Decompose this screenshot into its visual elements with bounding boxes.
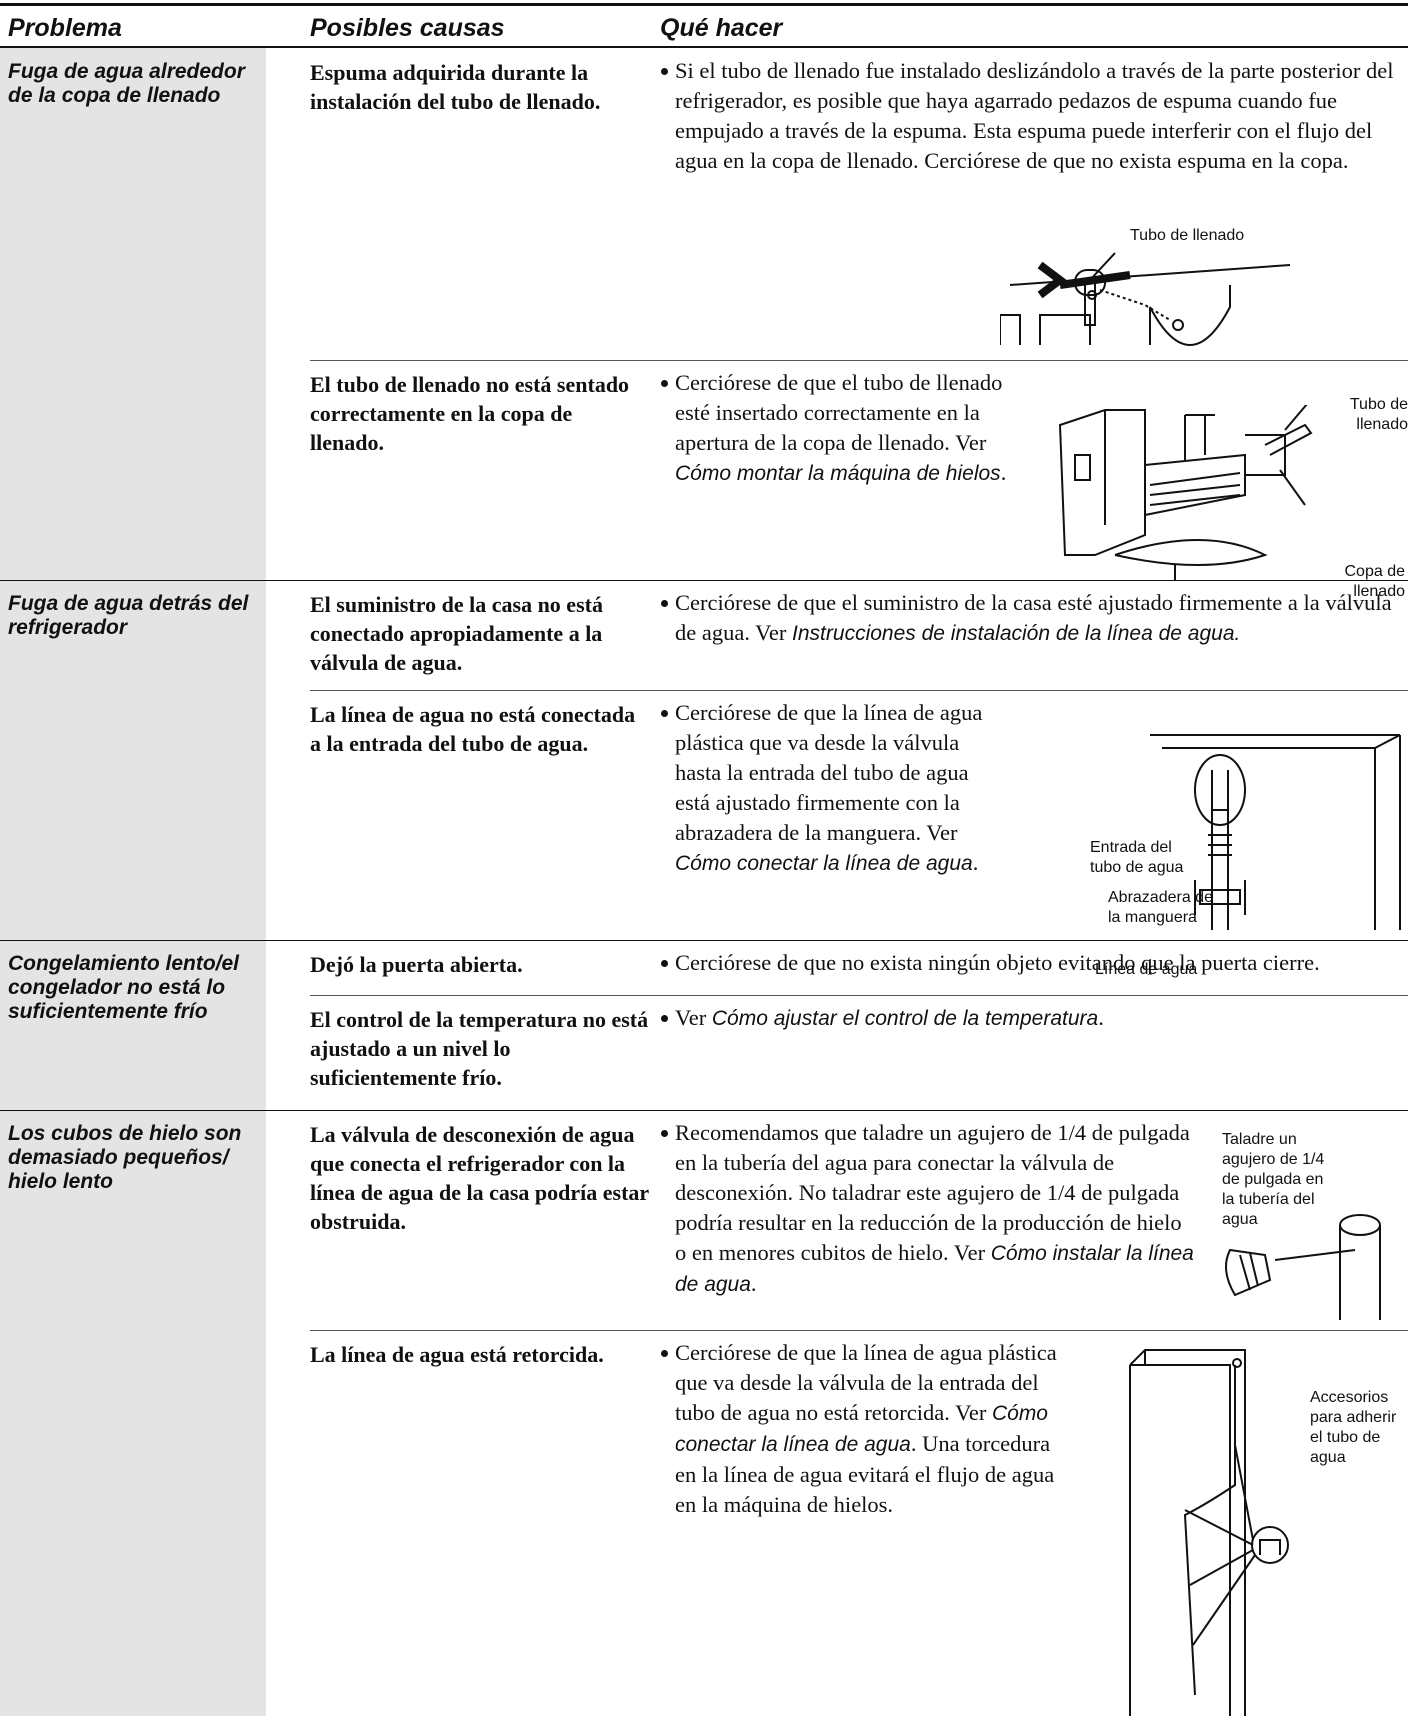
header-problem: Problema (8, 14, 122, 42)
action-text: Cerciórese de que el tubo de llenado est… (675, 370, 1003, 455)
action: Si el tubo de llenado fue instalado desl… (661, 56, 1408, 176)
action-text: Cerciórese de que no exista ningún objet… (675, 950, 1320, 975)
cause: La línea de agua está retorcida. (310, 1342, 604, 1367)
entry-rule (310, 360, 1408, 361)
top-rule (0, 3, 1408, 6)
action-text: . (1098, 1005, 1104, 1030)
figure-label: Tubo de llenado (1130, 227, 1245, 244)
action: Cerciórese de que no exista ningún objet… (661, 948, 1408, 978)
bullet (661, 1130, 668, 1137)
action-text: . (750, 1271, 757, 1296)
problem: Fuga de agua detrás del refrigerador (8, 592, 249, 639)
problem: Los cubos de hielo son demasiado pequeño… (8, 1122, 242, 1193)
bullet (661, 380, 668, 387)
action: Cerciórese de que el tubo de llenado est… (661, 368, 1035, 489)
header-causes: Posibles causas (310, 14, 505, 42)
reference: Cómo ajustar el control de la temperatur… (711, 1007, 1099, 1030)
entry-rule (310, 1330, 1408, 1331)
row-rule (0, 580, 1408, 581)
reference: Cómo conectar la línea de agua (675, 1402, 1048, 1456)
header-rule (0, 46, 1408, 48)
bullet (661, 1350, 668, 1357)
action-text: . Una torcedura en la línea de agua evit… (675, 1431, 1055, 1517)
figure-label: Entrada del tubo de agua (1090, 839, 1184, 876)
reference: Cómo montar la máquina de hielos (675, 462, 1001, 485)
bullet (661, 68, 668, 75)
entry-rule (310, 995, 1408, 996)
cause: El tubo de llenado no está sentado corre… (310, 372, 630, 455)
action-text: Cerciórese de que la línea de agua plást… (675, 700, 983, 845)
ice-maker-illustration (1058, 405, 1313, 580)
reference: Cómo instalar la línea de agua (675, 1242, 1194, 1296)
cause: Espuma adquirida durante la instalación … (310, 60, 601, 114)
cause: La línea de agua no está conectada a la … (310, 702, 636, 756)
problem-column (0, 48, 266, 1716)
cause: El control de la temperatura no está aju… (310, 1007, 649, 1090)
action: Cerciórese de que el suministro de la ca… (661, 588, 1408, 649)
cause: El suministro de la casa no está conecta… (310, 592, 603, 675)
action-text: Cerciórese de que el suministro de la ca… (675, 590, 1392, 645)
action: Recomendamos que taladre un agujero de 1… (661, 1118, 1195, 1300)
reference: Instrucciones de instalación de la línea… (792, 622, 1241, 645)
problem: Fuga de agua alrededor de la copa de lle… (8, 60, 245, 107)
action-text: . (1000, 460, 1007, 485)
figure-label: Abrazadera de la manguera (1108, 889, 1213, 926)
action-text: . (972, 850, 979, 875)
drill-illustration (1225, 1214, 1381, 1320)
fill-tube-illustration (1000, 252, 1291, 347)
cause: La válvula de desconexión de agua que co… (310, 1122, 649, 1234)
water-inlet-illustration (1150, 734, 1401, 930)
problem: Congelamiento lento/el congelador no est… (8, 952, 240, 1023)
bullet (661, 960, 668, 967)
row-rule (0, 1110, 1408, 1111)
reference: Cómo conectar la línea de agua (675, 852, 973, 875)
action-text: Cerciórese de que la línea de agua plást… (675, 1340, 1057, 1425)
cause: Dejó la puerta abierta. (310, 952, 523, 977)
figure-label: Línea de agua (1095, 961, 1198, 978)
figure-label: Taladre un agujero de 1/4 de pulgada en … (1222, 1131, 1325, 1228)
bullet (661, 600, 668, 607)
bullet (661, 1015, 668, 1022)
action: Ver Cómo ajustar el control de la temper… (661, 1003, 1408, 1034)
figure-label: Accesorios para adherir el tubo de agua (1310, 1389, 1397, 1466)
refrigerator-illustration (1129, 1349, 1289, 1716)
entry-rule (310, 690, 1408, 691)
row-rule (0, 940, 1408, 941)
bullet (661, 710, 668, 717)
action-text: Si el tubo de llenado fue instalado desl… (675, 58, 1394, 173)
header-action: Qué hacer (660, 14, 783, 42)
figure-label: Copa de llenado (1344, 563, 1406, 600)
action-text: Ver (675, 1005, 712, 1030)
action-text: Recomendamos que taladre un agujero de 1… (675, 1120, 1190, 1265)
action: Cerciórese de que la línea de agua plást… (661, 1338, 1075, 1520)
action: Cerciórese de que la línea de agua plást… (661, 698, 1005, 879)
figure-label: Tubo de llenado (1349, 396, 1408, 433)
